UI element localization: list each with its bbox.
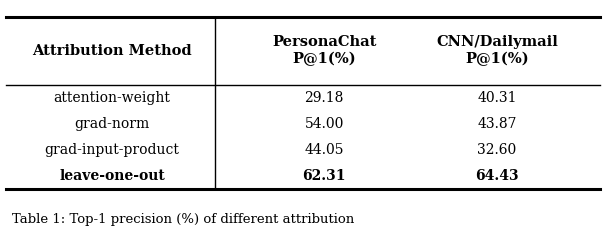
Text: CNN/Dailymail
P@1(%): CNN/Dailymail P@1(%) xyxy=(436,35,558,66)
Text: grad-input-product: grad-input-product xyxy=(45,143,179,157)
Text: 64.43: 64.43 xyxy=(475,169,519,183)
Text: 43.87: 43.87 xyxy=(477,117,517,131)
Text: PersonaChat
P@1(%): PersonaChat P@1(%) xyxy=(272,35,376,66)
Text: 29.18: 29.18 xyxy=(305,91,344,105)
Text: leave-one-out: leave-one-out xyxy=(59,169,165,183)
Text: 32.60: 32.60 xyxy=(478,143,516,157)
Text: Table 1: Top-1 precision (%) of different attribution: Table 1: Top-1 precision (%) of differen… xyxy=(12,213,355,226)
Text: grad-norm: grad-norm xyxy=(75,117,150,131)
Text: Attribution Method: Attribution Method xyxy=(32,44,192,58)
Text: 44.05: 44.05 xyxy=(304,143,344,157)
Text: 54.00: 54.00 xyxy=(305,117,344,131)
Text: 62.31: 62.31 xyxy=(302,169,346,183)
Text: 40.31: 40.31 xyxy=(477,91,517,105)
Text: attention-weight: attention-weight xyxy=(54,91,170,105)
